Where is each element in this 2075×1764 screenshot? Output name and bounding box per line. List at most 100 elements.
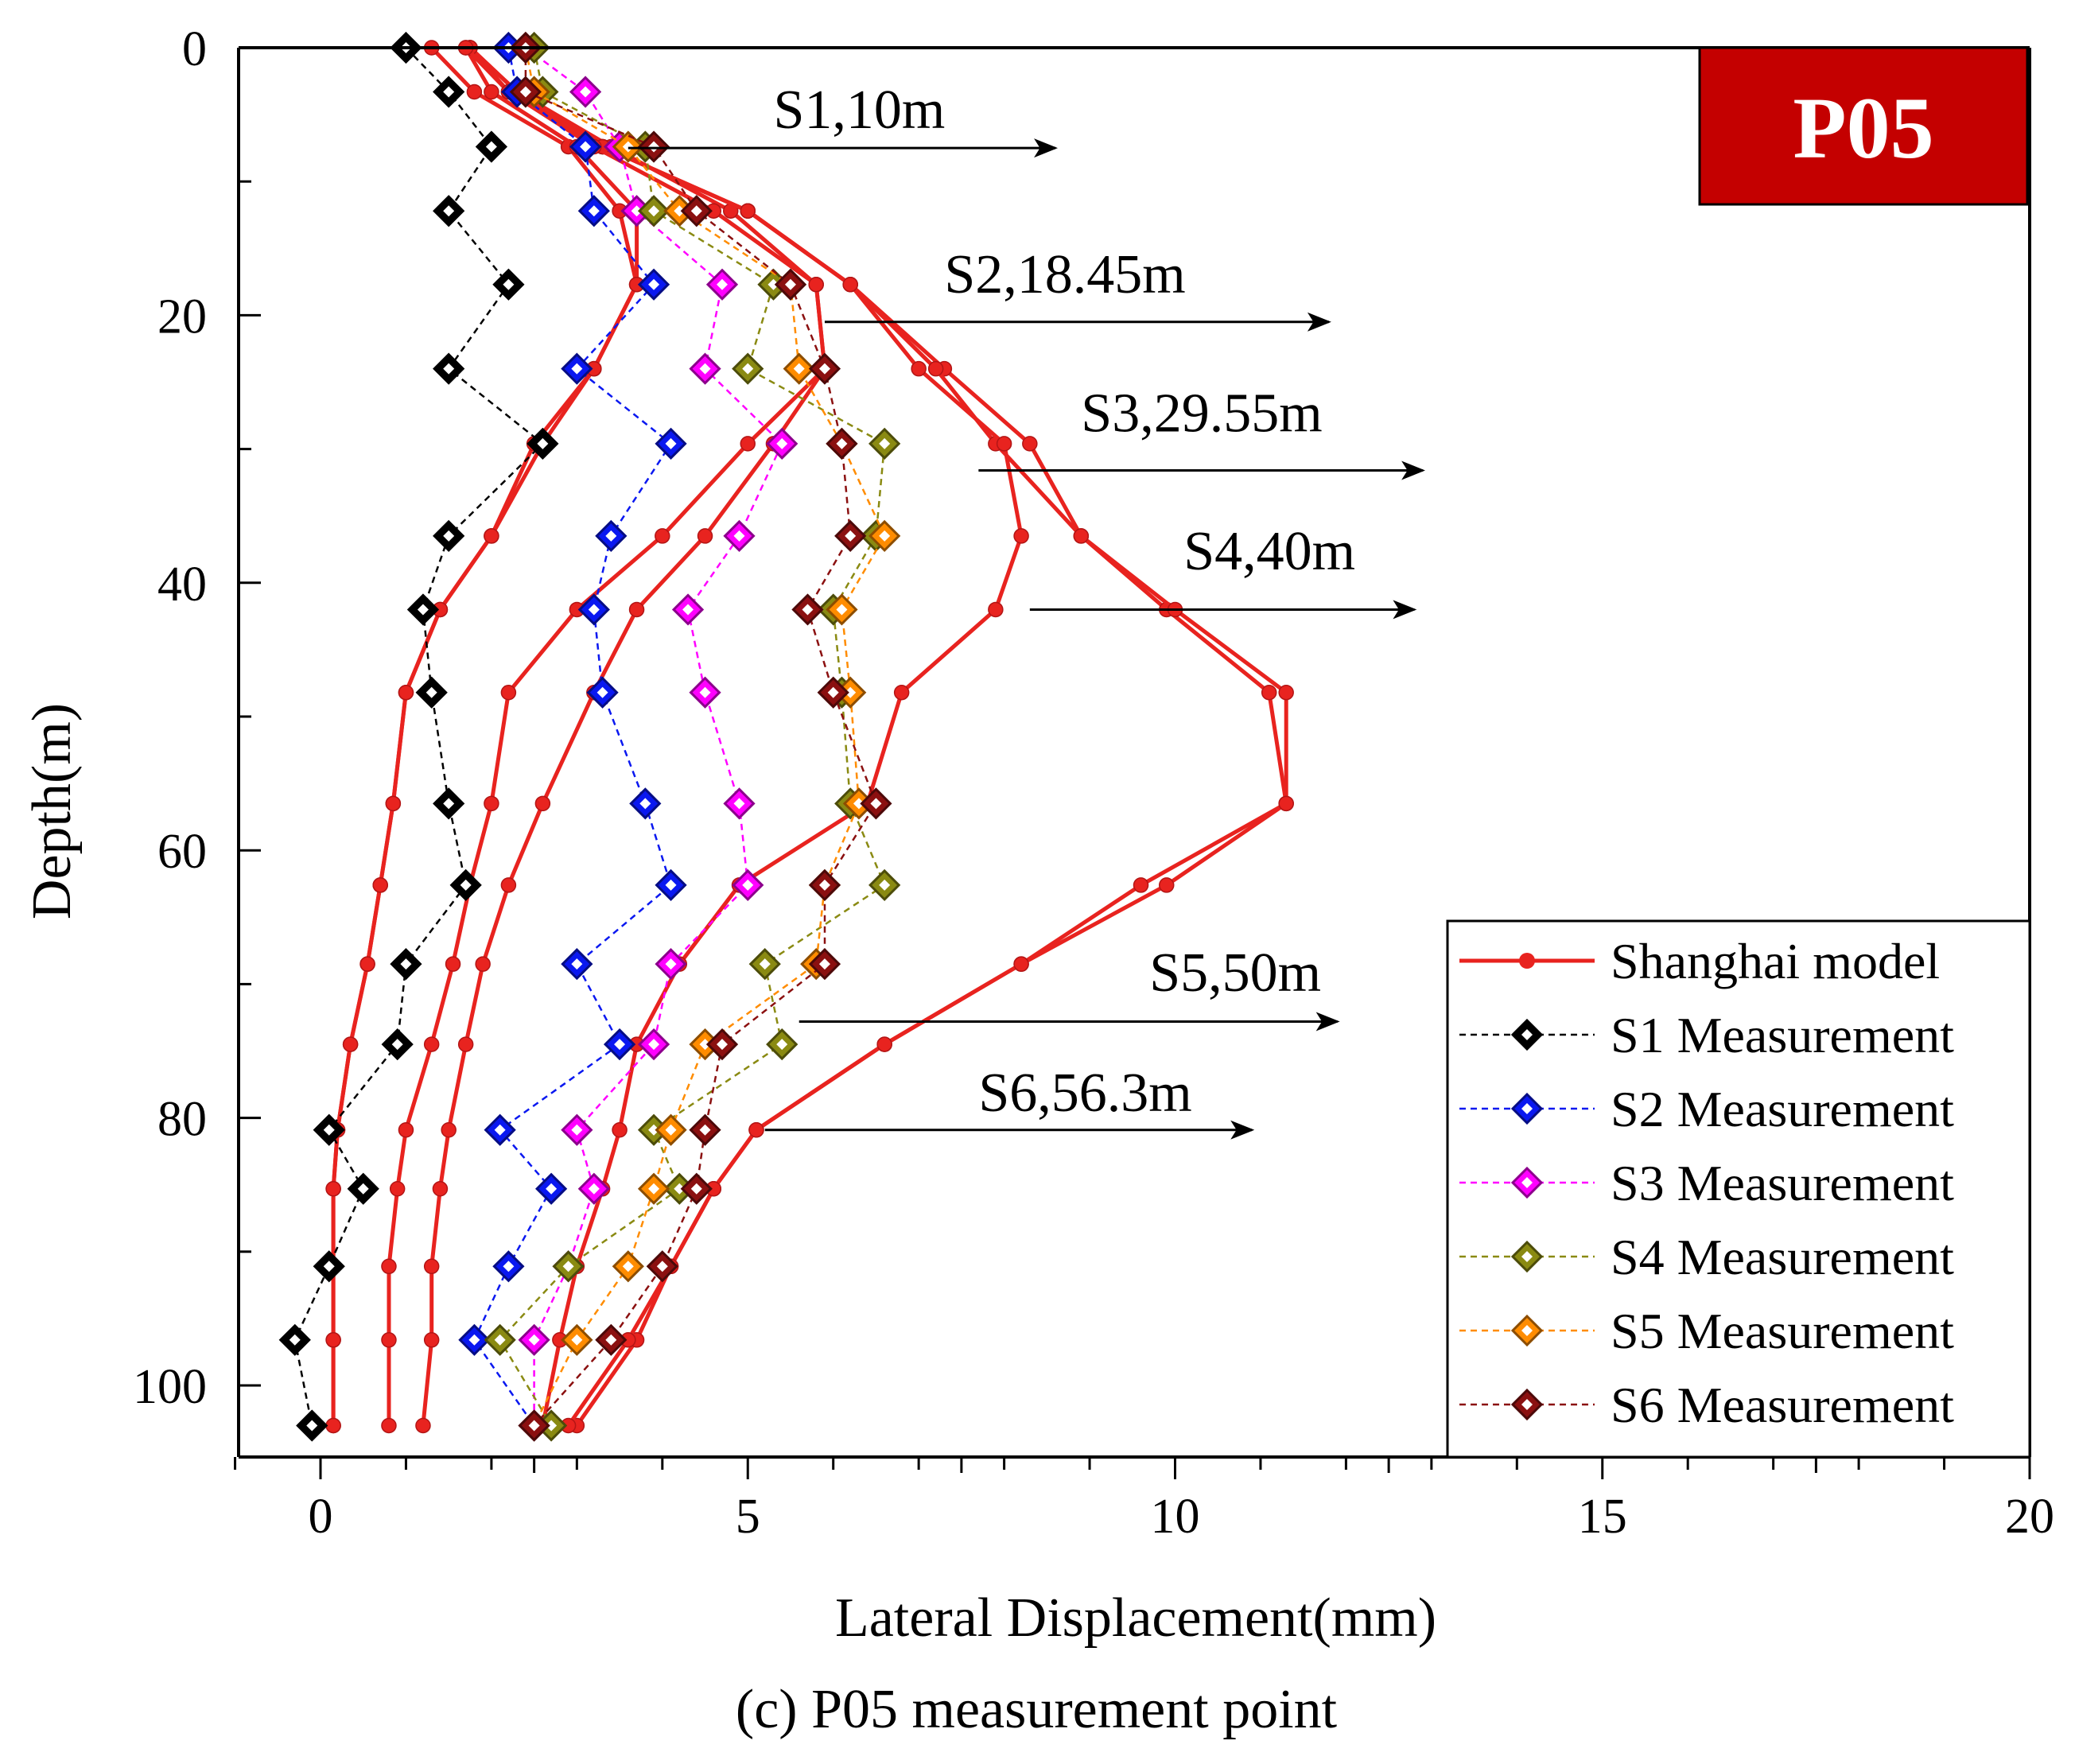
model-point: [398, 1121, 414, 1138]
model-point: [911, 360, 927, 377]
diamond-highlight: [580, 141, 592, 153]
diamond-highlight: [562, 1261, 574, 1272]
diamond-highlight: [648, 278, 660, 290]
badge: P05: [1698, 46, 2029, 206]
model-point: [1278, 684, 1294, 701]
diamond-highlight: [648, 1039, 660, 1051]
y-tick-label: 100: [133, 1360, 207, 1414]
diamond-highlight: [836, 437, 848, 449]
model-point: [466, 84, 483, 100]
x-axis-title: Lateral Displacement(mm): [835, 1587, 1436, 1649]
diamond-highlight: [596, 686, 608, 698]
diamond-highlight: [733, 798, 745, 810]
model-point: [415, 1417, 431, 1434]
model-point: [484, 795, 499, 812]
diamond-highlight: [400, 958, 412, 970]
section-annotation-label: S1,10m: [773, 80, 945, 141]
legend-box: [1446, 919, 2031, 1459]
model-point: [500, 877, 517, 893]
diamond-highlight: [537, 437, 549, 449]
plot-area: [278, 31, 1294, 1442]
legend-label: S6 Measurement: [1611, 1377, 1954, 1433]
model-point: [842, 276, 858, 293]
diamond-highlight: [357, 1183, 369, 1195]
s4-measurement-line: [499, 47, 886, 1427]
legend-label: S3 Measurement: [1611, 1155, 1954, 1211]
section-annotation-label: S4,40m: [1183, 521, 1355, 582]
model-point: [484, 528, 499, 544]
diamond-highlight: [853, 798, 865, 810]
model-point: [423, 1258, 440, 1275]
model-point: [423, 1036, 440, 1052]
diamond-highlight: [690, 205, 702, 217]
diamond-highlight: [1521, 1251, 1533, 1262]
section-annotation-label: S2,18.45m: [944, 244, 1185, 305]
diamond-highlight: [468, 1334, 480, 1346]
diamond-highlight: [836, 604, 848, 616]
diamond-highlight: [717, 278, 729, 290]
model-point: [441, 1121, 457, 1138]
diamond-highlight: [879, 879, 891, 891]
diamond-highlight: [742, 879, 754, 891]
diamond-highlight: [759, 958, 771, 970]
model-point: [1159, 877, 1175, 893]
y-axis-title: Depth(m): [21, 703, 83, 919]
diamond-highlight: [699, 1039, 711, 1051]
diamond-highlight: [742, 363, 754, 375]
diamond-highlight: [656, 1261, 668, 1272]
diamond-highlight: [571, 363, 583, 375]
diamond-highlight: [1521, 1325, 1533, 1336]
diamond-highlight: [460, 879, 472, 891]
diamond-highlight: [580, 86, 592, 98]
diamond-highlight: [443, 363, 455, 375]
diamond-highlight: [827, 686, 839, 698]
diamond-highlight: [665, 958, 677, 970]
diamond-highlight: [546, 1420, 558, 1432]
diamond-highlight: [503, 1261, 515, 1272]
model-point: [1073, 528, 1090, 544]
diamond-highlight: [571, 1334, 583, 1346]
model-point: [628, 601, 645, 618]
model-point: [612, 1121, 628, 1138]
diamond-highlight: [1521, 1399, 1533, 1410]
diamond-highlight: [417, 604, 429, 616]
model-point: [475, 956, 491, 972]
diamond-highlight: [674, 205, 686, 217]
diamond-highlight: [699, 363, 711, 375]
model-point: [381, 1258, 397, 1275]
model-point: [748, 1121, 764, 1138]
model-point: [423, 1332, 440, 1348]
diamond-highlight: [622, 141, 634, 153]
y-tick-label: 60: [157, 825, 207, 879]
legend: Shanghai model S1 Measurement S2 Measureme…: [1446, 919, 2031, 1459]
diamond-highlight: [528, 1420, 540, 1432]
x-tick-label: 10: [1151, 1490, 1200, 1544]
model-point: [325, 1417, 341, 1434]
s5-measurement-line: [524, 47, 886, 1427]
diamond-highlight: [674, 1183, 686, 1195]
legend-label: Shanghai model: [1611, 933, 1940, 989]
x-tick-label: 0: [309, 1490, 333, 1544]
diamond-highlight: [588, 205, 600, 217]
model-point: [381, 1417, 397, 1434]
model-point: [325, 1332, 341, 1348]
diamond-highlight: [639, 798, 651, 810]
diamond-highlight: [519, 86, 531, 98]
model-point: [808, 276, 824, 293]
model-point: [398, 684, 414, 701]
model-point: [1013, 956, 1029, 972]
model-point: [432, 1180, 449, 1197]
diamond-highlight: [546, 1183, 558, 1195]
model-point: [655, 528, 670, 544]
model-point: [740, 203, 756, 219]
diamond-highlight: [699, 686, 711, 698]
diamond-highlight: [306, 1420, 318, 1432]
diamond-highlight: [631, 205, 643, 217]
legend-label: S4 Measurement: [1611, 1229, 1954, 1285]
diamond-highlight: [443, 205, 455, 217]
diamond-highlight: [845, 530, 857, 542]
diamond-highlight: [622, 1261, 634, 1272]
model-point: [372, 877, 388, 893]
